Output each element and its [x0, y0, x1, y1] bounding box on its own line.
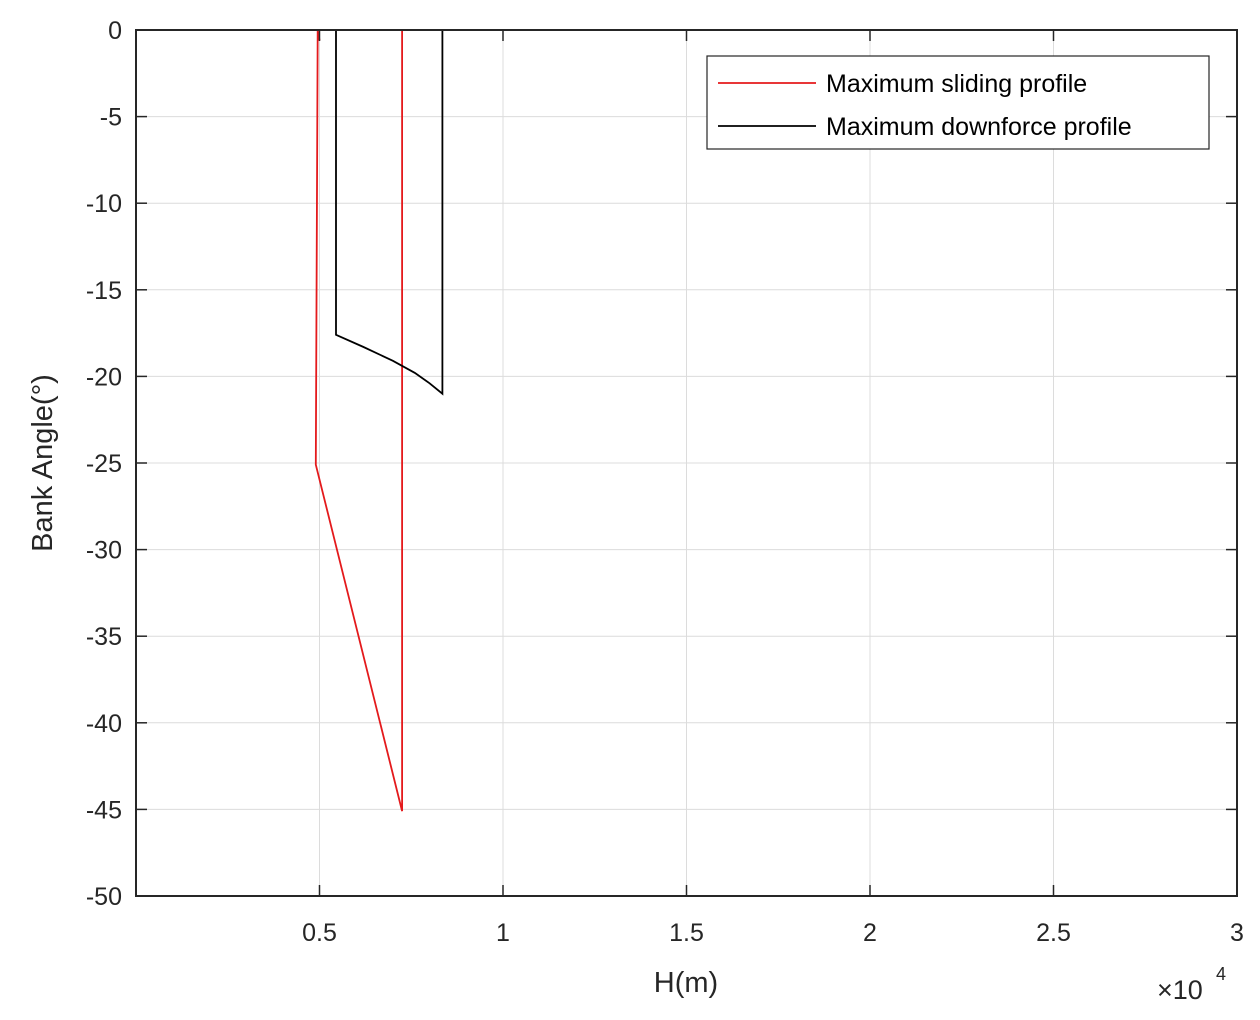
y-tick-label: -45: [86, 796, 122, 824]
x-tick-label: 1.5: [669, 919, 704, 947]
y-tick-label: -25: [86, 450, 122, 478]
y-tick-label: -20: [86, 363, 122, 391]
x-exponent-base: ×10: [1157, 975, 1203, 1005]
axis-ticks: 0.5 1 1.5 2 2.5 3 0 -5 -10 -15 -20 -25 -30 -35 -40 -45 -…: [86, 17, 1244, 947]
y-tick-label: 0: [108, 17, 122, 45]
x-tick-label: 2.5: [1036, 919, 1071, 947]
y-tick-label: -50: [86, 883, 122, 911]
y-tick-label: -15: [86, 277, 122, 305]
x-exponent-power: 4: [1216, 964, 1226, 984]
y-tick-label: -10: [86, 190, 122, 218]
y-tick-label: -30: [86, 537, 122, 565]
y-tick-label: -5: [100, 104, 122, 132]
y-tick-label: -40: [86, 710, 122, 738]
x-tick-label: 3: [1230, 919, 1244, 947]
legend-box: [706, 55, 1210, 150]
legend-entry-2: Maximum downforce profile: [826, 113, 1132, 141]
y-axis-label: Bank Angle(°): [27, 374, 59, 552]
y-tick-label: -35: [86, 623, 122, 651]
legend: Maximum sliding profile Maximum downforce…: [706, 55, 1210, 150]
series-line-2: [335, 30, 444, 396]
x-tick-label: 2: [863, 919, 877, 947]
x-tick-label: 1: [496, 919, 510, 947]
legend-entry-1: Maximum sliding profile: [826, 70, 1087, 98]
x-axis-label: H(m): [654, 967, 718, 999]
x-axis-exponent: ×10 4: [1157, 964, 1226, 1005]
x-tick-label: 0.5: [302, 919, 337, 947]
